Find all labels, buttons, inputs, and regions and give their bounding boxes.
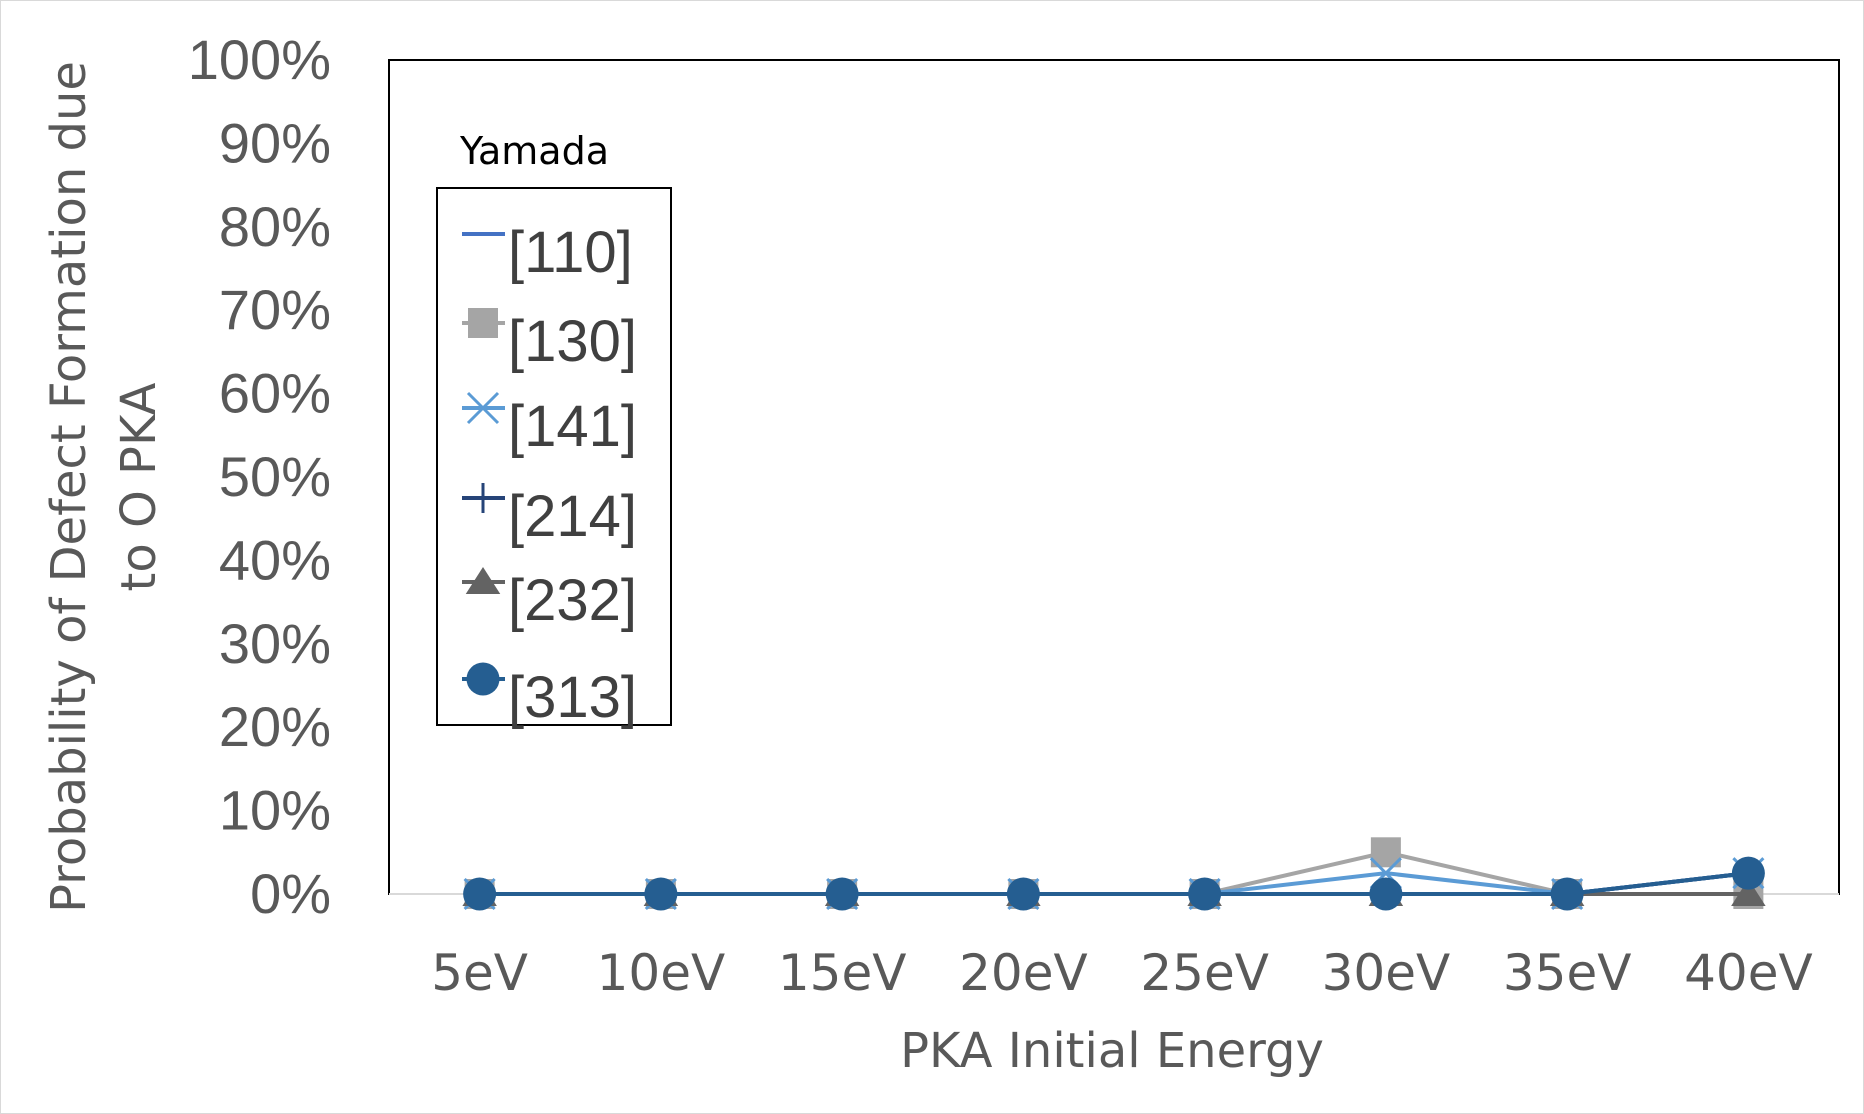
x-tick-label: 35eV — [1503, 944, 1632, 1002]
x-tick-label: 25eV — [1140, 944, 1269, 1002]
legend-label: [232] — [508, 568, 637, 633]
data-point-marker — [1550, 877, 1584, 911]
legend-title: Yamada — [459, 129, 609, 173]
x-tick-label: 5eV — [431, 944, 528, 1002]
x-axis-title: PKA Initial Energy — [900, 1023, 1324, 1079]
x-tick-label: 20eV — [959, 944, 1088, 1002]
series-line — [479, 871, 1749, 896]
legend-entry: [110] — [462, 220, 633, 285]
y-tick-label: 60% — [219, 362, 331, 425]
y-tick-label: 20% — [219, 695, 331, 758]
legend-label: [110] — [508, 220, 633, 285]
data-point-marker — [1369, 877, 1403, 911]
y-tick-label: 0% — [250, 862, 331, 925]
y-tick-label: 30% — [219, 612, 331, 675]
y-axis-ticks: 0% 10% 20% 30% 40% 50% 60% 70% 80% 90% 100% — [188, 28, 331, 925]
legend-entry: [214] — [462, 483, 637, 549]
x-tick-label: 10eV — [597, 944, 726, 1002]
y-axis-title-line-2: to O PKA — [111, 382, 167, 591]
legend-marker — [468, 308, 498, 338]
y-tick-label: 80% — [219, 195, 331, 258]
y-tick-label: 90% — [219, 111, 331, 174]
legend: [110] [130] [141] [214] [232] [313] — [462, 220, 637, 730]
y-tick-label: 50% — [219, 445, 331, 508]
series-313 — [463, 856, 1765, 911]
y-axis-title: Probability of Defect Formation due to O… — [41, 61, 167, 913]
data-point-marker — [1731, 879, 1766, 906]
data-point-marker — [825, 877, 859, 911]
data-point-marker — [1188, 877, 1222, 911]
x-tick-label: 15eV — [778, 944, 907, 1002]
data-point-marker — [1731, 856, 1765, 890]
legend-marker — [466, 391, 500, 425]
legend-label: [313] — [508, 665, 637, 730]
y-axis-title-line-1: Probability of Defect Formation due — [41, 61, 97, 913]
y-tick-label: 100% — [188, 28, 331, 91]
legend-box — [436, 187, 672, 726]
y-tick-label: 40% — [219, 528, 331, 591]
legend-entry: [141] — [462, 391, 637, 459]
legend-marker — [465, 567, 501, 594]
x-tick-label: 40eV — [1684, 944, 1813, 1002]
legend-entry: [130] — [462, 308, 637, 374]
y-tick-label: 70% — [219, 278, 331, 341]
legend-label: [130] — [508, 309, 637, 374]
y-tick-label: 10% — [219, 779, 331, 842]
legend-marker — [468, 483, 498, 513]
data-point-marker — [463, 877, 497, 911]
legend-marker — [466, 662, 500, 696]
series-layer — [462, 837, 1766, 911]
x-axis-ticks: 5eV 10eV 15eV 20eV 25eV 30eV 35eV 40eV — [431, 944, 1812, 1002]
legend-label: [141] — [508, 394, 637, 459]
data-point-marker — [1006, 877, 1040, 911]
legend-label: [214] — [508, 484, 637, 549]
legend-entry: [232] — [462, 567, 637, 633]
data-point-marker — [644, 877, 678, 911]
legend-entry: [313] — [462, 662, 637, 730]
x-tick-label: 30eV — [1322, 944, 1451, 1002]
